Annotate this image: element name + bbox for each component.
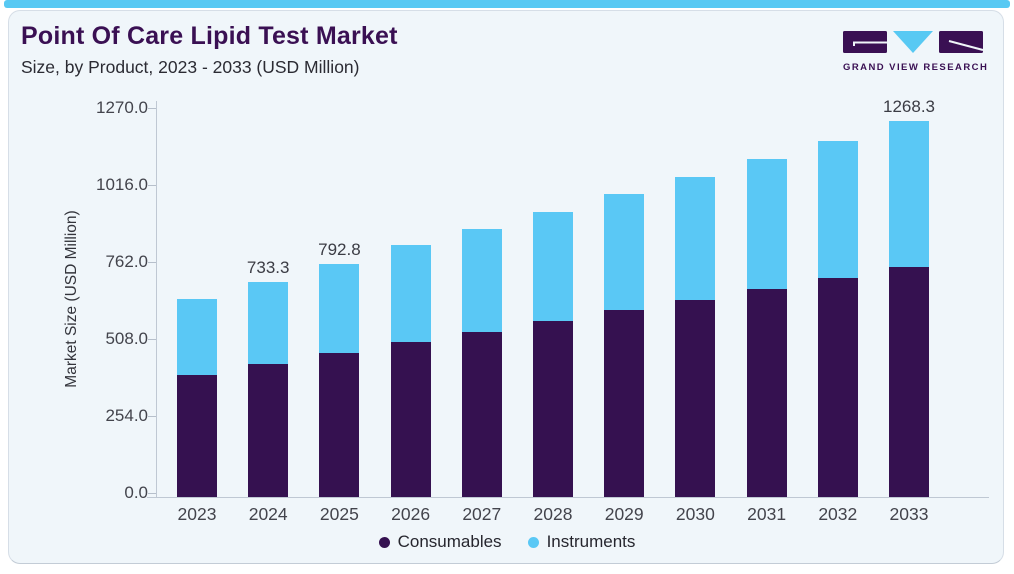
bar-value-label-2025: 792.8 (318, 239, 361, 259)
y-tick-mark (148, 262, 156, 263)
bar-segment-consumables-2031 (746, 288, 787, 497)
x-tick-label: 2031 (747, 504, 787, 524)
y-tick-mark (148, 339, 156, 340)
y-tick-label: 0.0 (124, 483, 148, 502)
bar-segment-consumables-2023 (177, 375, 217, 497)
legend-label: Instruments (546, 532, 636, 551)
legend-dot-icon (527, 536, 539, 548)
grand-view-research-logo: GRAND VIEW RESEARCH (843, 30, 987, 73)
y-tick-mark (148, 185, 156, 186)
bar-segment-consumables-2032 (817, 278, 858, 497)
x-tick-label: 2025 (319, 504, 359, 524)
bar-segment-consumables-2030 (675, 299, 716, 497)
bar-segment-instruments-2027 (461, 229, 502, 332)
bar-segment-consumables-2025 (319, 352, 360, 497)
x-tick-label: 2028 (533, 504, 573, 524)
x-tick-label: 2030 (675, 504, 715, 524)
legend-label: Consumables (397, 532, 502, 551)
logo-text: GRAND VIEW RESEARCH (843, 62, 989, 73)
x-tick-label: 2029 (604, 504, 644, 524)
bar-segment-consumables-2028 (533, 321, 573, 497)
y-tick-label: 1016.0 (96, 175, 148, 194)
x-tick-label: 2023 (177, 504, 217, 524)
y-axis-title: Market Size (USD Million) (63, 210, 80, 388)
top-accent-bar (4, 0, 1010, 8)
logo-mark-icon (843, 31, 984, 53)
bar-segment-instruments-2032 (817, 141, 858, 279)
y-tick-label: 508.0 (105, 329, 148, 348)
bar-segment-instruments-2023 (177, 299, 217, 376)
bar-segment-consumables-2024 (248, 363, 289, 497)
x-tick-label: 2027 (462, 504, 502, 524)
x-tick-label: 2032 (818, 504, 858, 524)
y-axis-line (156, 101, 157, 497)
x-tick-label: 2033 (889, 504, 929, 524)
legend: Consumables Instruments (0, 531, 1014, 553)
y-tick-label: 1270.0 (96, 98, 148, 117)
page-title: Point Of Care Lipid Test Market (21, 22, 398, 50)
legend-item-consumables: Consumables (378, 532, 502, 552)
bar-segment-instruments-2033 (889, 121, 929, 267)
bar-segment-instruments-2031 (746, 158, 787, 289)
y-tick-mark (148, 493, 156, 494)
bar-segment-instruments-2026 (390, 244, 431, 343)
bar-segment-consumables-2027 (461, 331, 502, 497)
x-tick-label: 2026 (391, 504, 431, 524)
x-tick-label: 2024 (248, 504, 288, 524)
bar-value-label-2033: 1268.3 (883, 97, 935, 117)
bar-segment-consumables-2033 (889, 267, 929, 497)
bar-segment-instruments-2024 (248, 281, 289, 364)
bar-segment-consumables-2029 (604, 310, 645, 497)
legend-dot-icon (378, 536, 390, 548)
y-tick-label: 254.0 (105, 406, 148, 425)
bar-segment-instruments-2030 (675, 176, 716, 300)
bar-value-label-2024: 733.3 (246, 257, 290, 277)
bar-segment-instruments-2029 (604, 194, 645, 311)
bar-segment-instruments-2028 (533, 211, 573, 322)
y-tick-mark (148, 108, 156, 109)
y-tick-label: 762.0 (105, 252, 148, 271)
legend-item-instruments: Instruments (527, 532, 636, 552)
y-tick-mark (148, 416, 156, 417)
bar-segment-consumables-2026 (390, 342, 431, 497)
x-axis-line (147, 497, 989, 498)
chart-subtitle: Size, by Product, 2023 - 2033 (USD Milli… (21, 57, 360, 77)
bar-segment-instruments-2025 (319, 263, 360, 353)
